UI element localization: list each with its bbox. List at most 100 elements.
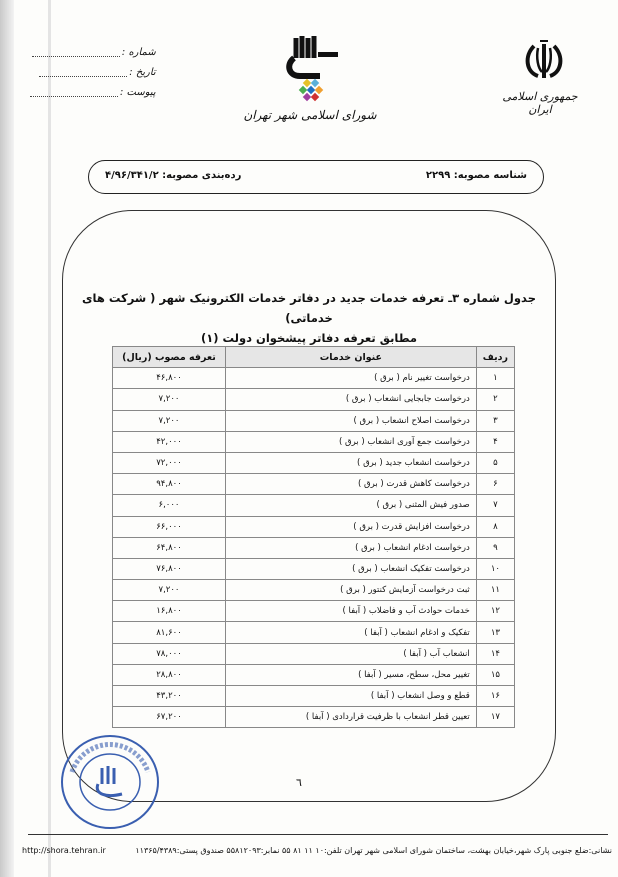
table-row: ۴ درخواست جمع آوری انشعاب ( برق ) ۴۲,۰۰۰ [112, 430, 516, 453]
resolution-id: شناسه مصوبه: ۲۲۹۹ [425, 170, 527, 181]
content-frame [62, 210, 556, 802]
footer-divider [28, 834, 608, 835]
tariff-value: ۷,۲۰۰ [112, 388, 226, 411]
table-header-row: ردیف عنوان خدمات تعرفه مصوب (ریال) [112, 345, 516, 369]
table-title: جدول شماره ۳ـ تعرفه خدمات جدید در دفاتر … [70, 288, 548, 348]
meta-blank-line [30, 88, 118, 97]
row-number: ۹ [475, 536, 516, 559]
table-body: ۱ درخواست تغییر نام ( برق ) ۴۶,۸۰۰ ۲ درخواست… [112, 367, 516, 729]
table-row: ۲ درخواست جابجایی انشعاب ( برق ) ۷,۲۰۰ [112, 388, 516, 411]
row-number: ۸ [475, 515, 516, 538]
meta-number: شماره : [30, 42, 156, 62]
service-title: درخواست ادغام انشعاب ( برق ) [225, 536, 477, 559]
table-row: ۶ درخواست کاهش قدرت ( برق ) ۹۴,۸۰۰ [112, 473, 516, 496]
table-row: ۱۰ درخواست تفکیک انشعاب ( برق ) ۷۶,۸۰۰ [112, 557, 516, 581]
table-row: ۹ درخواست ادغام انشعاب ( برق ) ۶۴,۸۰۰ [112, 536, 516, 559]
service-title: درخواست اصلاح انشعاب ( برق ) [225, 409, 477, 432]
table-row: ۷ صدور فیش المثنی ( برق ) ۶,۰۰۰ [112, 494, 516, 517]
table-row: ۱۳ تفکیک و ادغام انشعاب ( آبفا ) ۸۱,۶۰۰ [112, 621, 516, 644]
tariff-value: ۴۲,۰۰۰ [112, 430, 226, 453]
service-title: ثبت درخواست آزمایش کنتور ( برق ) [225, 579, 477, 602]
table-row: ۱ درخواست تغییر نام ( برق ) ۴۶,۸۰۰ [112, 367, 516, 390]
row-number: ۱۴ [475, 642, 516, 665]
table-row: ۱۴ انشعاب آب ( آبفا ) ۷۸,۰۰۰ [112, 642, 516, 665]
row-number: ۲ [475, 388, 516, 411]
resolution-classification: رده‌بندی مصوبه: ۴/۹۶/۳۴۱/۲ [105, 170, 242, 181]
tariff-value: ۶۶,۰۰۰ [112, 515, 226, 538]
title-line-1: جدول شماره ۳ـ تعرفه خدمات جدید در دفاتر … [82, 291, 536, 325]
meta-blank-line [31, 48, 120, 57]
table-row: ۱۲ خدمات حوادث آب و فاضلاب ( آبفا ) ۱۶,۸۰۰ [112, 600, 516, 623]
iran-emblem-icon [525, 40, 563, 78]
row-number: ۱۶ [475, 684, 516, 708]
service-title: درخواست کاهش قدرت ( برق ) [225, 473, 477, 496]
tariff-value: ۷,۲۰۰ [112, 579, 226, 602]
table-row: ۵ درخواست انشعاب جدید ( برق ) ۷۲,۰۰۰ [112, 451, 516, 475]
service-title: صدور فیش المثنی ( برق ) [225, 494, 477, 517]
service-title: انشعاب آب ( آبفا ) [225, 642, 477, 665]
table-row: ۱۶ قطع و وصل انشعاب ( آبفا ) ۴۳,۲۰۰ [112, 684, 516, 708]
official-stamp [61, 735, 159, 829]
tariff-value: ۷,۲۰۰ [112, 409, 226, 432]
service-title: درخواست جابجایی انشعاب ( برق ) [225, 388, 477, 411]
tariff-value: ۱۶,۸۰۰ [112, 600, 226, 623]
meta-attachment: پیوست : [30, 82, 156, 102]
service-title: درخواست جمع آوری انشعاب ( برق ) [225, 430, 477, 453]
row-number: ۱۰ [475, 557, 516, 581]
tariff-value: ۷۶,۸۰۰ [112, 557, 226, 581]
service-title: تعیین قطر انشعاب با ظرفیت قراردادی ( آبف… [225, 706, 477, 729]
row-number: ۱۲ [475, 600, 516, 623]
table-row: ۱۷ تعیین قطر انشعاب با ظرفیت قراردادی ( آ… [112, 706, 516, 729]
table-row: ۱۵ تغییر محل، سطح، مسیر ( آبفا ) ۲۸,۸۰۰ [112, 663, 516, 687]
service-title: درخواست تغییر نام ( برق ) [225, 367, 477, 390]
tariff-table: ردیف عنوان خدمات تعرفه مصوب (ریال) ۱ درخو… [112, 345, 516, 729]
service-title: خدمات حوادث آب و فاضلاب ( آبفا ) [225, 600, 477, 623]
table-row: ۱۱ ثبت درخواست آزمایش کنتور ( برق ) ۷,۲۰۰ [112, 579, 516, 602]
tariff-value: ۶۷,۲۰۰ [112, 706, 226, 729]
meta-date: تاریخ : [30, 62, 156, 82]
logo-text: شورای اسلامی شهر تهران [243, 108, 377, 122]
row-number: ۱۳ [475, 621, 516, 644]
header-tariff: تعرفه مصوب (ریال) [112, 345, 226, 369]
row-number: ۱۱ [475, 579, 516, 602]
service-title: تغییر محل، سطح، مسیر ( آبفا ) [225, 663, 477, 687]
meta-label: تاریخ : [129, 66, 156, 78]
footer: نشانی:ضلع جنوبی پارک شهر،خیابان بهشت، سا… [22, 846, 612, 855]
letter-meta: شماره : تاریخ : پیوست : [30, 42, 156, 102]
tariff-value: ۲۸,۸۰۰ [112, 663, 226, 687]
tariff-value: ۶,۰۰۰ [112, 494, 226, 517]
tariff-value: ۶۴,۸۰۰ [112, 536, 226, 559]
tariff-value: ۴۶,۸۰۰ [112, 367, 226, 390]
footer-address: نشانی:ضلع جنوبی پارک شهر،خیابان بهشت، سا… [135, 846, 612, 855]
tariff-value: ۸۱,۶۰۰ [112, 621, 226, 644]
row-number: ۶ [475, 473, 516, 496]
service-title: درخواست تفکیک انشعاب ( برق ) [225, 557, 477, 581]
header-row-number: ردیف [475, 345, 516, 369]
scan-shadow [48, 0, 51, 877]
row-number: ۳ [475, 409, 516, 432]
tehran-council-logo [286, 36, 338, 102]
footer-url[interactable]: http://shora.tehran.ir [22, 846, 106, 855]
row-number: ۵ [475, 451, 516, 475]
page-number: ٦ [296, 776, 302, 789]
table-row: ۳ درخواست اصلاح انشعاب ( برق ) ۷,۲۰۰ [112, 409, 516, 432]
tariff-value: ۷۲,۰۰۰ [112, 451, 226, 475]
row-number: ۷ [475, 494, 516, 517]
table-row: ۸ درخواست افزایش قدرت ( برق ) ۶۶,۰۰۰ [112, 515, 516, 538]
tariff-value: ۴۳,۲۰۰ [112, 684, 226, 708]
emblem-text: جمهوری اسلامی ایران [502, 90, 578, 116]
meta-label: پیوست : [120, 86, 156, 98]
scan-edge [0, 0, 14, 877]
service-title: قطع و وصل انشعاب ( آبفا ) [225, 684, 477, 708]
service-title: درخواست انشعاب جدید ( برق ) [225, 451, 477, 475]
service-title: درخواست افزایش قدرت ( برق ) [225, 515, 477, 538]
meta-label: شماره : [121, 46, 156, 58]
title-line-2: مطابق تعرفه دفاتر پیشخوان دولت (۱) [200, 331, 418, 345]
tariff-value: ۹۴,۸۰۰ [112, 473, 226, 496]
row-number: ۴ [475, 430, 516, 453]
header-service: عنوان خدمات [225, 345, 477, 369]
meta-blank-line [39, 68, 128, 77]
resolution-info-box: شناسه مصوبه: ۲۲۹۹ رده‌بندی مصوبه: ۴/۹۶/۳… [88, 160, 544, 194]
row-number: ۱ [475, 367, 516, 390]
service-title: تفکیک و ادغام انشعاب ( آبفا ) [225, 621, 477, 644]
